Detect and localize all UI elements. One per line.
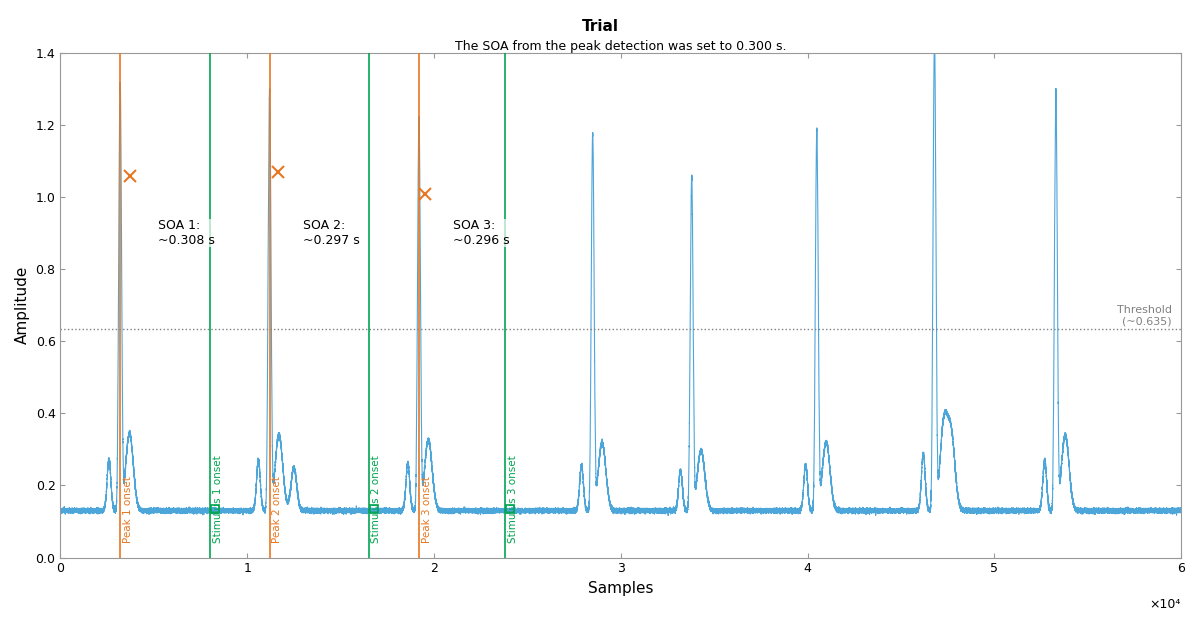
Text: Peak 3 onset: Peak 3 onset bbox=[422, 476, 432, 543]
Text: Peak 2 onset: Peak 2 onset bbox=[272, 476, 282, 543]
Text: SOA 1:
~0.308 s: SOA 1: ~0.308 s bbox=[157, 219, 215, 246]
Text: Peak 1 onset: Peak 1 onset bbox=[122, 476, 133, 543]
Text: Stimulus 3 onset: Stimulus 3 onset bbox=[508, 456, 517, 543]
Text: Trial: Trial bbox=[582, 19, 618, 34]
Title: The SOA from the peak detection was set to 0.300 s.: The SOA from the peak detection was set … bbox=[455, 40, 786, 53]
Y-axis label: Amplitude: Amplitude bbox=[16, 266, 30, 344]
Text: SOA 2:
~0.297 s: SOA 2: ~0.297 s bbox=[304, 219, 360, 246]
Text: Stimulus 1 onset: Stimulus 1 onset bbox=[212, 456, 223, 543]
Text: ×10⁴: ×10⁴ bbox=[1150, 598, 1181, 611]
Text: Stimulus 2 onset: Stimulus 2 onset bbox=[371, 456, 382, 543]
X-axis label: Samples: Samples bbox=[588, 581, 654, 596]
Text: SOA 3:
~0.296 s: SOA 3: ~0.296 s bbox=[452, 219, 509, 246]
Text: Threshold
(~0.635): Threshold (~0.635) bbox=[1117, 305, 1171, 327]
